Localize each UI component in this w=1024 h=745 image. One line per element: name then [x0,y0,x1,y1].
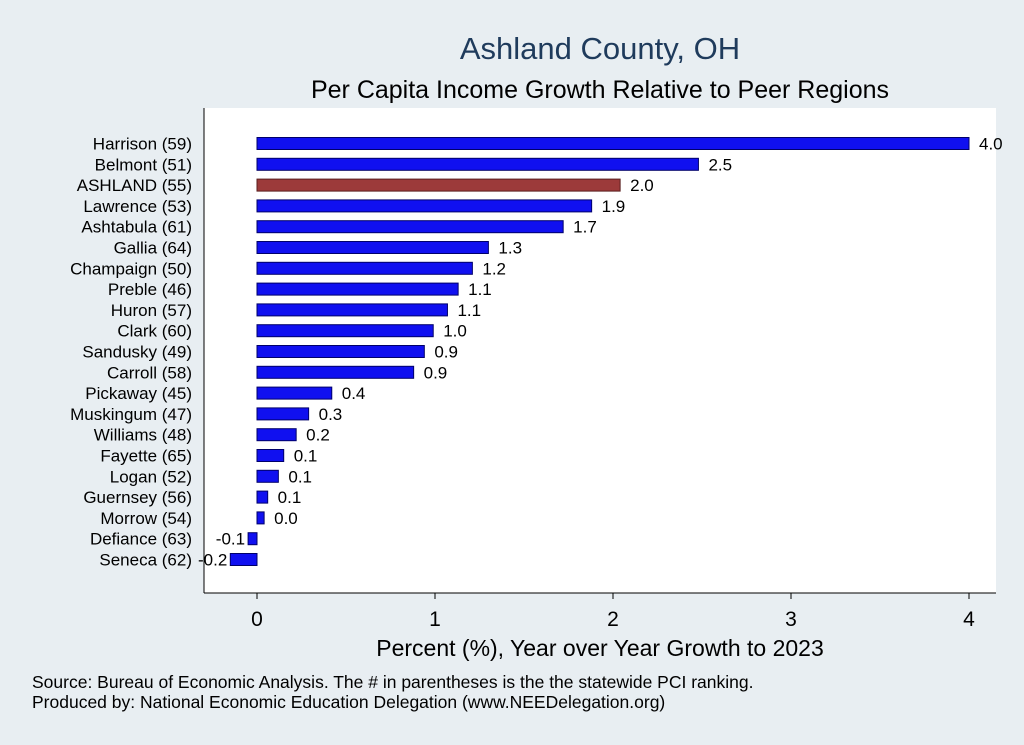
bar [256,303,448,317]
category-label: Champaign (50) [70,259,192,278]
bar [247,532,258,546]
x-tick-label: 0 [251,608,263,631]
x-axis-label: Percent (%), Year over Year Growth to 20… [376,635,824,661]
bar [256,199,593,213]
category-label: Huron (57) [111,301,192,320]
bar [256,386,333,400]
bar [256,490,269,504]
x-tick-label: 4 [963,608,975,631]
bar [256,220,564,234]
value-label: 1.9 [602,197,626,216]
bar [256,261,473,275]
x-axis-ticks: 0 1 2 3 4 [251,593,975,631]
category-label: Gallia (64) [114,239,192,258]
category-label: Lawrence (53) [83,197,192,216]
bar [256,428,297,442]
value-label: 0.1 [294,447,318,466]
value-label: 0.3 [319,405,343,424]
value-label: 2.5 [708,155,732,174]
bar [256,324,434,338]
bar-highlight [256,178,621,192]
bar-group: Harrison (59) 4.0 Belmont (51) 2.5 ASHLAND (… [70,135,1003,570]
value-label: 0.9 [434,343,458,362]
value-label: 1.1 [457,301,481,320]
value-label: 1.7 [573,218,597,237]
bar [256,241,489,254]
value-label: 0.1 [278,488,302,507]
bar [256,469,279,483]
category-label: Sandusky (49) [82,343,192,362]
category-label: Morrow (54) [100,509,192,528]
source-note: Source: Bureau of Economic Analysis. The… [32,672,753,692]
bar [256,345,425,358]
chart-title: Ashland County, OH [460,31,740,66]
value-label: 1.0 [443,322,467,341]
bar [256,407,310,421]
category-label: ASHLAND (55) [77,176,192,195]
value-label: 4.0 [979,135,1003,154]
category-label: Defiance (63) [90,530,192,549]
category-label: Pickaway (45) [85,384,192,403]
x-tick-label: 2 [607,608,619,631]
bar [256,157,699,171]
chart-subtitle: Per Capita Income Growth Relative to Pee… [311,76,889,104]
bar [229,553,258,566]
category-label: Belmont (51) [95,155,192,174]
x-tick-label: 3 [785,608,797,631]
value-label: 0.9 [424,363,448,382]
category-label: Muskingum (47) [70,405,192,424]
bar [256,137,970,150]
value-label: 1.3 [498,239,522,258]
category-label: Logan (52) [110,467,192,486]
value-label: 0.0 [274,509,298,528]
bar [256,449,285,462]
value-label: 0.4 [342,384,366,403]
bar [256,282,459,296]
category-label: Williams (48) [94,426,192,445]
value-label: 1.2 [482,259,506,278]
category-label: Ashtabula (61) [81,218,192,237]
category-label: Carroll (58) [107,363,192,382]
x-tick-label: 1 [429,608,441,631]
category-label: Guernsey (56) [83,488,192,507]
category-label: Fayette (65) [100,447,192,466]
category-label: Harrison (59) [93,135,192,154]
value-label: 1.1 [468,280,492,299]
produced-by-note: Produced by: National Economic Education… [32,692,665,712]
value-label: 2.0 [630,176,654,195]
bar [256,365,415,379]
category-label: Clark (60) [117,322,192,341]
value-label: 0.2 [306,426,330,445]
value-label: -0.2 [198,551,227,570]
value-label: 0.1 [288,467,312,486]
category-label: Seneca (62) [99,551,192,570]
value-label: -0.1 [216,530,245,549]
category-label: Preble (46) [108,280,192,299]
bar [256,511,265,525]
